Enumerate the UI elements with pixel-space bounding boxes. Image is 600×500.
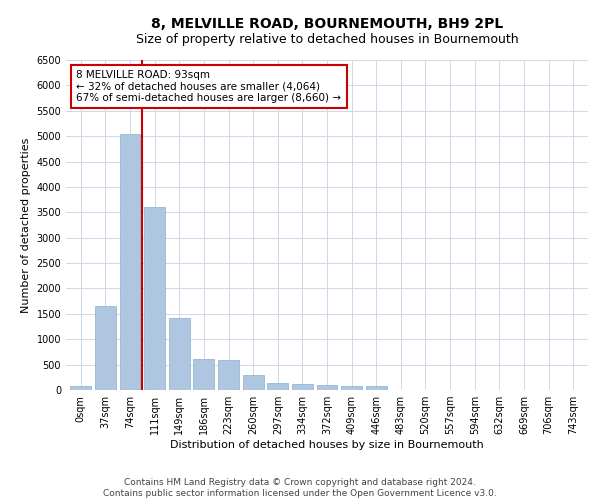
Bar <box>169 318 190 390</box>
Bar <box>193 358 214 390</box>
Bar <box>218 360 239 390</box>
Text: 8 MELVILLE ROAD: 93sqm
← 32% of detached houses are smaller (4,064)
67% of semi-: 8 MELVILLE ROAD: 93sqm ← 32% of detached… <box>76 70 341 103</box>
X-axis label: Distribution of detached houses by size in Bournemouth: Distribution of detached houses by size … <box>170 440 484 450</box>
Text: Contains HM Land Registry data © Crown copyright and database right 2024.
Contai: Contains HM Land Registry data © Crown c… <box>103 478 497 498</box>
Bar <box>144 207 165 390</box>
Bar <box>95 306 116 390</box>
Text: 8, MELVILLE ROAD, BOURNEMOUTH, BH9 2PL: 8, MELVILLE ROAD, BOURNEMOUTH, BH9 2PL <box>151 18 503 32</box>
Text: Size of property relative to detached houses in Bournemouth: Size of property relative to detached ho… <box>136 32 518 46</box>
Y-axis label: Number of detached properties: Number of detached properties <box>21 138 31 312</box>
Bar <box>267 383 288 390</box>
Bar <box>366 386 387 390</box>
Bar <box>317 386 337 390</box>
Bar <box>292 384 313 390</box>
Bar <box>242 376 263 390</box>
Bar <box>70 386 91 390</box>
Bar <box>341 386 362 390</box>
Bar <box>119 134 140 390</box>
